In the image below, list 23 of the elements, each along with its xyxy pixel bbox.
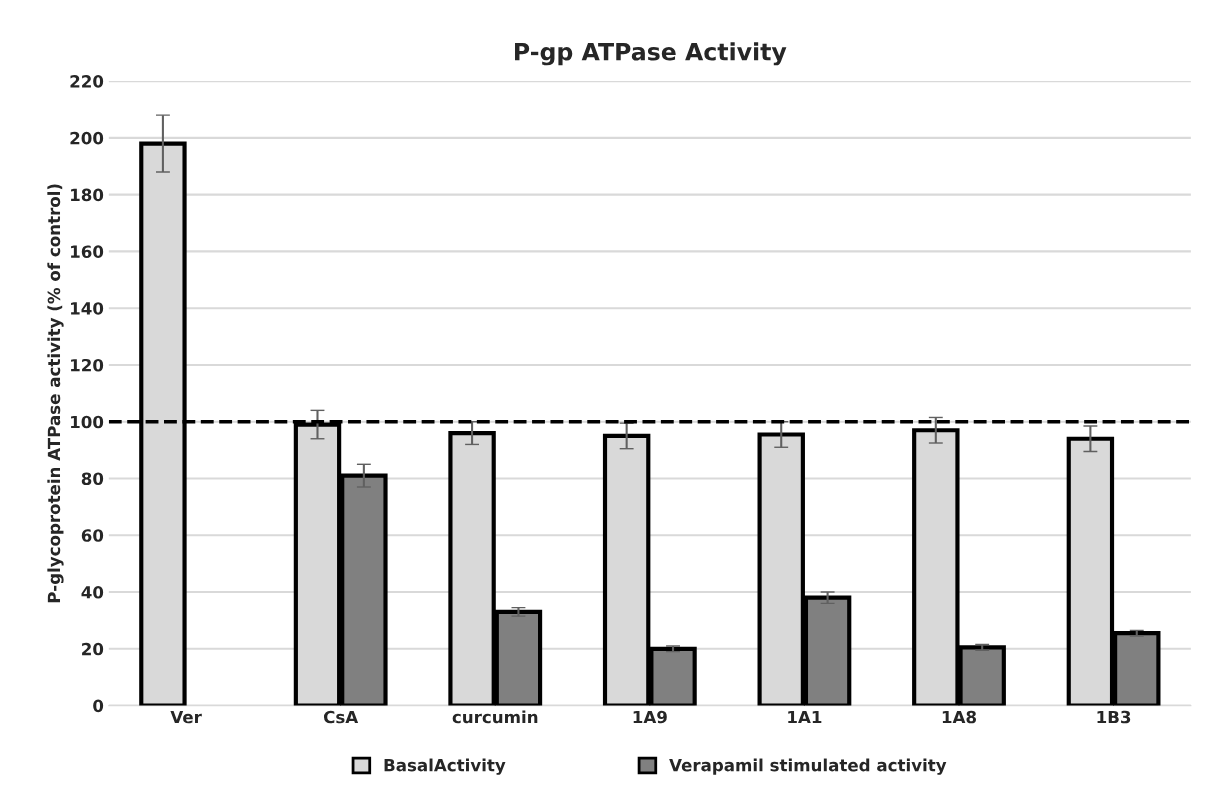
x-tick-label: 1B3 xyxy=(1097,710,1131,724)
y-axis-title: P-glycoprotein ATPase activity (% of control) xyxy=(47,184,64,603)
x-tick-label: Ver xyxy=(170,710,202,724)
y-tick-label: 20 xyxy=(82,642,104,656)
legend-label: Verapamil stimulated activity xyxy=(669,758,947,775)
y-tick-label: 40 xyxy=(81,585,104,599)
legend-label: BasalActivity xyxy=(384,758,506,775)
y-tick-label: 100 xyxy=(71,415,104,429)
x-tick-label: CsA xyxy=(323,710,359,724)
x-tick-label: 1A8 xyxy=(942,710,977,724)
y-tick-label: 120 xyxy=(71,358,104,372)
x-tick-label: 1A1 xyxy=(788,710,822,724)
y-tick-label: 60 xyxy=(81,529,104,542)
y-tick-label: 80 xyxy=(81,472,104,486)
x-tick-label: curcumin xyxy=(452,710,538,724)
y-tick-label: 140 xyxy=(71,302,104,315)
y-tick-label: 0 xyxy=(93,699,104,713)
y-tick-label: 160 xyxy=(71,245,104,258)
y-tick-label: 220 xyxy=(70,75,104,88)
y-tick-label: 200 xyxy=(70,131,104,145)
y-tick-label: 180 xyxy=(71,188,104,202)
chart-title: P-gp ATPase Activity xyxy=(515,42,787,66)
x-tick-label: 1A9 xyxy=(633,710,667,724)
